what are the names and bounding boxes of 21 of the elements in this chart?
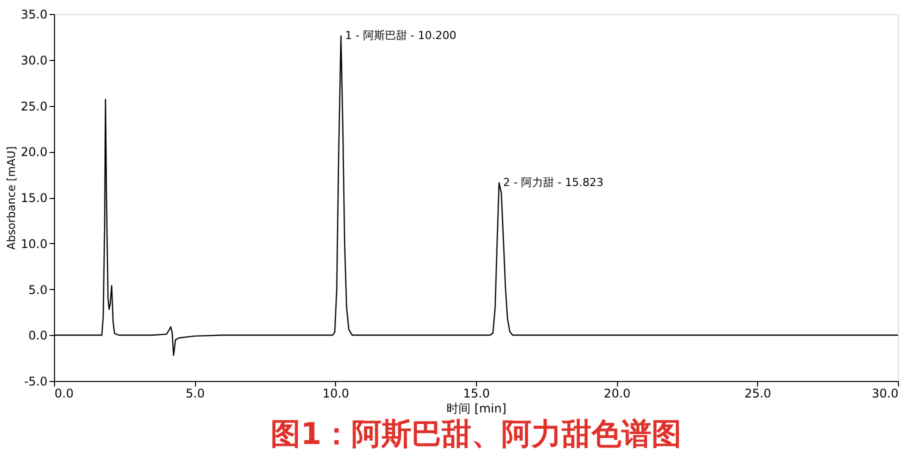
y-tick-label: 20.0 (20, 145, 48, 160)
y-tick-label: 35.0 (20, 8, 48, 22)
y-tick-label: 5.0 (28, 282, 48, 297)
x-tick-label: 25.0 (744, 386, 772, 400)
y-tick-label: 30.0 (20, 53, 48, 68)
y-axis-title: Absorbance [mAU] (4, 146, 18, 250)
x-tick-label: 15.0 (463, 386, 490, 400)
text: 图1：阿斯巴甜、阿力甜色谱图 (270, 417, 682, 452)
y-tick-label: -5.0 (24, 374, 48, 388)
x-tick-label: 20.0 (604, 386, 631, 400)
annotation: 2 - 阿力甜 - 15.823 (503, 176, 604, 189)
x-axis-title: 时间 [min] (446, 402, 506, 416)
x-tick-label: 5.0 (186, 386, 205, 400)
x-tick-label: 10.0 (322, 386, 350, 400)
x-tick-label: 30.0 (872, 386, 898, 400)
annotation: 1 - 阿斯巴甜 - 10.200 (344, 29, 456, 42)
x-tick-label: 0.0 (54, 386, 74, 400)
y-tick-label: 10.0 (20, 236, 48, 251)
y-tick-label: 15.0 (20, 191, 48, 205)
y-tick-label: 25.0 (20, 99, 48, 114)
y-tick-label: 0.0 (28, 328, 48, 343)
